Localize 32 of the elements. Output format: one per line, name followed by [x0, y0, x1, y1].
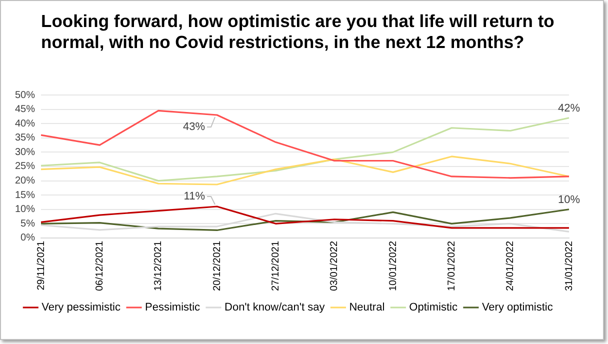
- y-tick-label: 35%: [15, 132, 36, 144]
- x-tick-label: 20/12/2021: [212, 240, 223, 292]
- legend-label: Pessimistic: [145, 302, 201, 314]
- data-label: 11%: [184, 190, 206, 203]
- x-tick-label: 17/01/2022: [446, 240, 458, 292]
- y-tick-label: 40%: [15, 118, 36, 130]
- data-label: 43%: [182, 121, 206, 134]
- x-tick-label: 10/01/2022: [388, 240, 399, 292]
- x-tick-label: 13/12/2021: [153, 240, 164, 292]
- y-tick-label: 15%: [15, 190, 36, 201]
- x-tick-label: 06/12/2021: [94, 240, 106, 292]
- y-tick-label: 25%: [15, 161, 36, 172]
- y-tick-label: 45%: [15, 104, 36, 116]
- legend-label: Very optimistic: [482, 302, 554, 314]
- x-tick-label: 29/11/2021: [36, 240, 47, 290]
- y-tick-label: 50%: [15, 90, 36, 101]
- x-tick-label: 03/01/2022: [329, 240, 340, 292]
- legend-label: Optimistic: [409, 302, 458, 314]
- legend-label: Very pessimistic: [42, 302, 122, 314]
- chart-title: Looking forward, how optimistic are you that life will return to normal, with no Covid restrictions, in the next 12 months?: [41, 11, 556, 53]
- y-tick-label: 20%: [15, 176, 36, 187]
- x-tick-label: 27/12/2021: [270, 240, 282, 292]
- y-tick-label: 5%: [20, 218, 36, 230]
- data-label: 10%: [558, 194, 580, 206]
- legend-label: Neutral: [349, 302, 385, 314]
- y-tick-label: 30%: [15, 146, 36, 158]
- y-tick-label: 0%: [20, 232, 36, 244]
- x-tick-label: 24/01/2022: [505, 240, 516, 292]
- y-tick-label: 10%: [15, 204, 36, 216]
- data-label: 42%: [558, 102, 580, 114]
- x-tick-label: 31/01/2022: [564, 240, 575, 292]
- legend-label: Don't know/can't say: [224, 302, 326, 314]
